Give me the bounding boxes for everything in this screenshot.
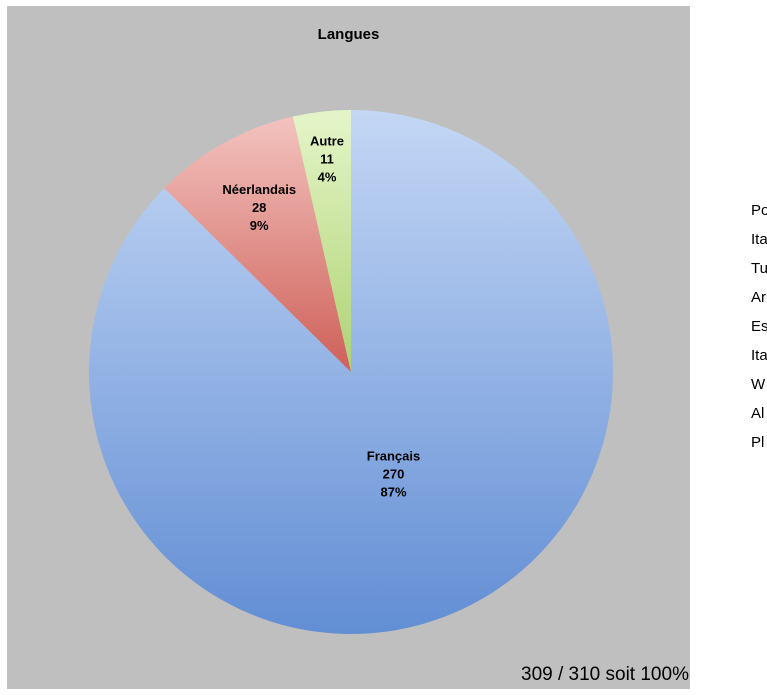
side-list-item: Al — [751, 405, 765, 422]
pie-slice-autre — [292, 110, 351, 372]
slice-label-percent: 9% — [250, 218, 269, 233]
footer-note: 309 / 310 soit 100% — [521, 664, 689, 685]
side-list-item: Ita — [751, 347, 767, 364]
side-list-item: Es — [751, 318, 767, 335]
slice-label-name: Néerlandais — [222, 182, 296, 197]
pie-slice-nerlandais — [164, 116, 351, 373]
slice-label-value: 270 — [383, 467, 405, 482]
side-list-item: Po — [751, 202, 767, 219]
slice-label-value: 11 — [320, 152, 334, 167]
side-list-item: Ita — [751, 231, 767, 248]
slice-label-name: Français — [367, 449, 420, 464]
chart-area: Langues Français 270 87% Néerlandais 28 9% Aut… — [7, 6, 690, 689]
slice-label-name: Autre — [310, 134, 344, 149]
side-list-item: Tu — [751, 260, 767, 277]
side-list-item: W — [751, 376, 766, 393]
slice-label-percent: 87% — [380, 485, 406, 500]
pie-chart: Français 270 87% Néerlandais 28 9% Autre 11 4% — [89, 110, 614, 634]
slice-label-percent: 4% — [318, 170, 337, 185]
chart-title: Langues — [317, 26, 380, 43]
side-list-item: Ar — [751, 289, 766, 306]
side-list: Po Ita Tu Ar Es Ita W Al Pl — [751, 196, 767, 457]
side-list-item: Pl — [751, 434, 765, 451]
slice-label-value: 28 — [252, 200, 266, 215]
pie-slice-franais — [89, 110, 614, 634]
